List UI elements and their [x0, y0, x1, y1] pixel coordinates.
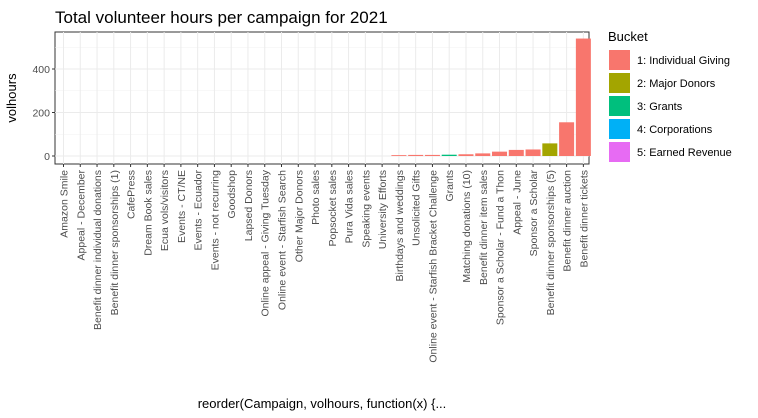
x-axis: Amazon Smile Appeal - December Benefit din… — [59, 164, 590, 363]
x-tick-label: Amazon Smile — [59, 170, 71, 238]
legend-title: Bucket — [608, 29, 648, 44]
x-tick-label: Dream Book sales — [142, 170, 154, 256]
legend-swatch — [609, 50, 630, 70]
bar — [475, 153, 491, 156]
legend-label: 4: Corporations — [637, 124, 713, 136]
bar — [424, 154, 440, 156]
bar — [525, 149, 541, 156]
y-axis-title: volhours — [4, 73, 19, 123]
x-tick-label: Pura Vida sales — [344, 170, 356, 243]
bar — [542, 143, 558, 156]
legend-label: 1: Individual Giving — [637, 55, 730, 67]
x-tick-label: Sponsor a Scholar - Fund a Thon — [495, 170, 507, 325]
bar — [575, 38, 591, 156]
x-tick-label: Benefit dinner auction — [562, 170, 574, 272]
x-tick-label: Matching donations (10) — [461, 170, 473, 283]
x-tick-label: Photo sales — [310, 170, 322, 225]
x-tick-label: Events - CT/NE — [176, 170, 188, 243]
bar — [441, 154, 457, 156]
y-tick-label: 400 — [32, 64, 50, 76]
legend-label: 2: Major Donors — [637, 78, 716, 90]
legend-swatch — [609, 119, 630, 139]
x-tick-label: Benefit dinner item sales — [478, 170, 490, 285]
x-tick-label: Online event - Starfish Search — [277, 170, 289, 310]
y-tick-label: 200 — [32, 108, 50, 120]
bar — [458, 154, 474, 156]
bar — [559, 122, 575, 156]
legend-swatch — [609, 73, 630, 93]
x-tick-label: Appeal - June — [511, 170, 523, 235]
x-tick-label: Sponsor a Scholar — [528, 170, 540, 257]
legend-swatch — [609, 142, 630, 162]
x-tick-label: Speaking events — [360, 170, 372, 248]
x-tick-label: Benefit dinner sponsorships (5) — [545, 170, 557, 315]
x-tick-label: Appeal - December — [75, 170, 87, 261]
x-tick-label: Events - not recurring — [209, 170, 221, 271]
x-tick-label: Lapsed Donors — [243, 170, 255, 241]
x-tick-label: Popsocket sales — [327, 170, 339, 246]
x-tick-label: Online event - Starfish Bracket Challeng… — [427, 170, 439, 363]
x-tick-label: Benefit dinner tickets — [578, 170, 590, 267]
bar — [391, 155, 407, 156]
x-tick-label: University Efforts — [377, 170, 389, 249]
chart-title: Total volunteer hours per campaign for 2… — [55, 8, 388, 27]
x-tick-label: Birthdays and weddings — [394, 170, 406, 282]
x-tick-label: Grants — [444, 170, 456, 202]
x-axis-title: reorder(Campaign, volhours, function(x) … — [198, 396, 447, 411]
bar — [492, 151, 508, 156]
legend-swatch — [609, 96, 630, 116]
x-tick-label: Ecua vols/visitors — [159, 170, 171, 251]
x-tick-label: Benefit dinner sponsorships (1) — [109, 170, 121, 315]
x-tick-label: Online appeal - Giving Tuesday — [260, 169, 272, 316]
x-tick-label: CafePress — [126, 170, 138, 219]
bar — [408, 154, 424, 156]
y-tick-label: 0 — [44, 151, 50, 163]
x-tick-label: Other Major Donors — [293, 170, 305, 262]
x-tick-label: Events - Ecuador — [193, 170, 205, 251]
bar — [508, 149, 524, 156]
legend-label: 3: Grants — [637, 101, 683, 113]
legend: Bucket 1: Individual Giving 2: Major Dono… — [608, 29, 732, 162]
bars — [391, 38, 591, 156]
y-axis: 0 200 400 — [32, 64, 55, 163]
legend-label: 5: Earned Revenue — [637, 147, 732, 159]
x-tick-label: Benefit dinner individual donations — [92, 170, 104, 330]
plot-panel — [54, 31, 590, 165]
x-tick-label: Unsolicited Gifts — [411, 170, 423, 246]
x-tick-label: Goodshop — [226, 170, 238, 219]
